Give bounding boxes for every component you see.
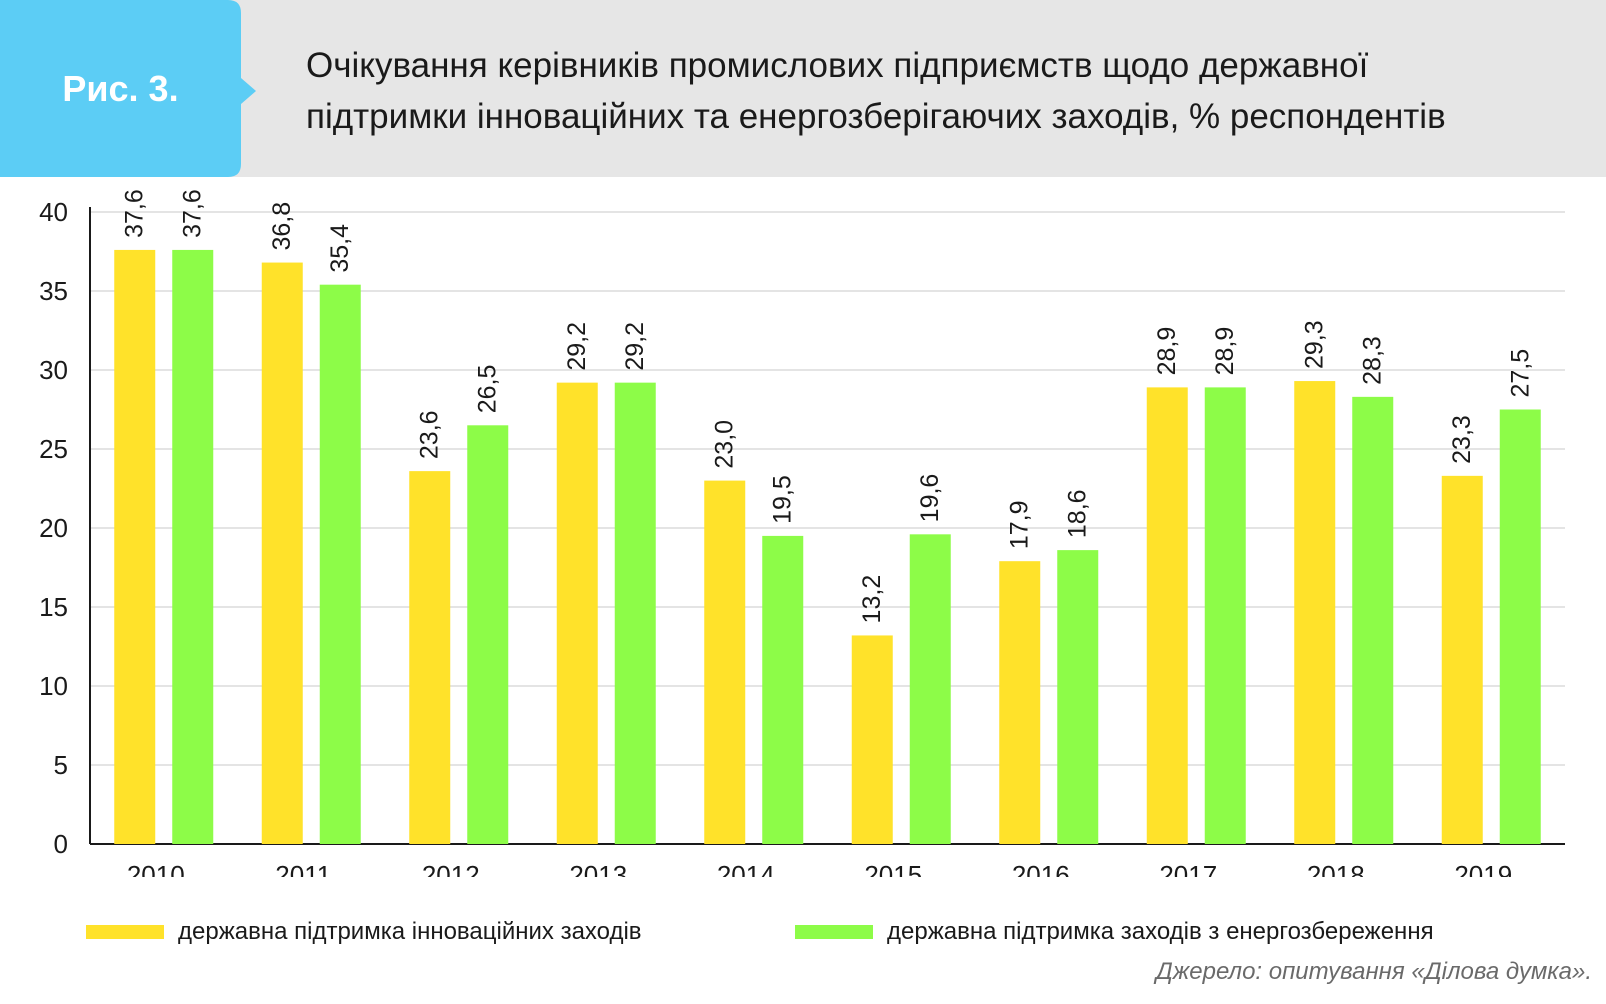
bar-energy-2010 xyxy=(172,249,214,845)
data-label-energy-2010: 37,6 xyxy=(179,189,207,238)
x-tick-label: 2012 xyxy=(422,860,480,877)
y-tick-label: 35 xyxy=(39,276,68,306)
data-label-innovation-2014: 23,0 xyxy=(711,420,739,469)
chart-title-line-1: Очікування керівників промислових підпри… xyxy=(306,46,1369,85)
x-tick-label: 2013 xyxy=(569,860,627,877)
bar-innovation-2017 xyxy=(1146,387,1188,844)
bar-energy-2018 xyxy=(1352,396,1394,844)
bar-energy-2013 xyxy=(614,382,656,844)
bar-innovation-2016 xyxy=(999,561,1041,844)
data-label-energy-2011: 35,4 xyxy=(326,224,354,273)
bar-energy-2017 xyxy=(1204,387,1246,844)
legend-item-energy: державна підтримка заходів з енергозбере… xyxy=(795,912,1434,952)
data-label-innovation-2015: 13,2 xyxy=(858,575,886,624)
legend-label-innovation: державна підтримка інноваційних заходів xyxy=(178,918,642,945)
bar-energy-2014 xyxy=(762,535,804,844)
data-label-energy-2019: 27,5 xyxy=(1506,349,1534,398)
x-tick-label: 2010 xyxy=(127,860,185,877)
y-tick-label: 20 xyxy=(39,513,68,543)
x-tick-label: 2011 xyxy=(275,860,331,877)
x-tick-label: 2017 xyxy=(1159,860,1217,877)
x-tick-label: 2019 xyxy=(1454,860,1512,877)
bar-innovation-2013 xyxy=(556,382,598,844)
y-tick-label: 15 xyxy=(39,592,68,622)
bar-energy-2012 xyxy=(467,425,509,844)
chart-title: Очікування керівників промислових підпри… xyxy=(306,40,1596,142)
data-label-energy-2016: 18,6 xyxy=(1064,489,1092,538)
x-tick-label: 2014 xyxy=(717,860,775,877)
data-label-innovation-2010: 37,6 xyxy=(121,189,149,238)
data-label-energy-2015: 19,6 xyxy=(916,474,944,523)
legend-item-innovation: державна підтримка інноваційних заходів xyxy=(86,912,642,952)
y-tick-label: 30 xyxy=(39,355,68,385)
data-label-innovation-2017: 28,9 xyxy=(1153,327,1181,376)
y-tick-label: 40 xyxy=(39,197,68,227)
x-tick-label: 2016 xyxy=(1012,860,1070,877)
data-label-energy-2017: 28,9 xyxy=(1211,327,1239,376)
bar-innovation-2015 xyxy=(851,635,893,844)
bar-innovation-2010 xyxy=(114,249,156,845)
y-tick-label: 0 xyxy=(54,829,68,859)
data-label-energy-2018: 28,3 xyxy=(1359,336,1387,385)
chart-header xyxy=(0,0,1606,177)
legend-swatch-energy xyxy=(795,925,873,939)
chart-title-line-2: підтримки інноваційних та енергозберігаю… xyxy=(306,97,1446,136)
legend-label-energy: державна підтримка заходів з енергозбере… xyxy=(887,918,1434,945)
data-label-energy-2013: 29,2 xyxy=(621,322,649,371)
y-tick-label: 25 xyxy=(39,434,68,464)
data-label-innovation-2016: 17,9 xyxy=(1006,501,1034,550)
figure-badge xyxy=(0,0,256,177)
source-note: Джерело: опитування «Ділова думка». xyxy=(1155,958,1592,985)
bar-energy-2011 xyxy=(319,284,361,844)
y-tick-label: 5 xyxy=(54,750,68,780)
y-tick-label: 10 xyxy=(39,671,68,701)
data-label-energy-2014: 19,5 xyxy=(769,475,797,524)
data-label-energy-2012: 26,5 xyxy=(474,365,502,414)
legend-swatch-innovation xyxy=(86,925,164,939)
data-label-innovation-2019: 23,3 xyxy=(1448,415,1476,464)
bar-chart: 0 5 10 15 20 25 30 35 40 37,6 37,6 2010 36,8 35,4 2011… xyxy=(39,189,1565,877)
data-label-innovation-2013: 29,2 xyxy=(563,322,591,371)
bar-innovation-2012 xyxy=(409,471,451,844)
bar-energy-2015 xyxy=(909,534,951,844)
data-label-innovation-2018: 29,3 xyxy=(1301,320,1329,369)
bar-innovation-2011 xyxy=(261,262,303,844)
data-label-innovation-2011: 36,8 xyxy=(268,202,296,251)
x-tick-label: 2015 xyxy=(864,860,922,877)
bar-innovation-2018 xyxy=(1294,381,1336,844)
x-tick-label: 2018 xyxy=(1307,860,1365,877)
data-label-innovation-2012: 23,6 xyxy=(416,410,444,459)
bar-energy-2016 xyxy=(1057,550,1099,844)
bar-innovation-2014 xyxy=(704,480,746,844)
bar-innovation-2019 xyxy=(1441,475,1483,844)
bar-energy-2019 xyxy=(1499,409,1541,844)
figure-label: Рис. 3. xyxy=(62,67,179,109)
